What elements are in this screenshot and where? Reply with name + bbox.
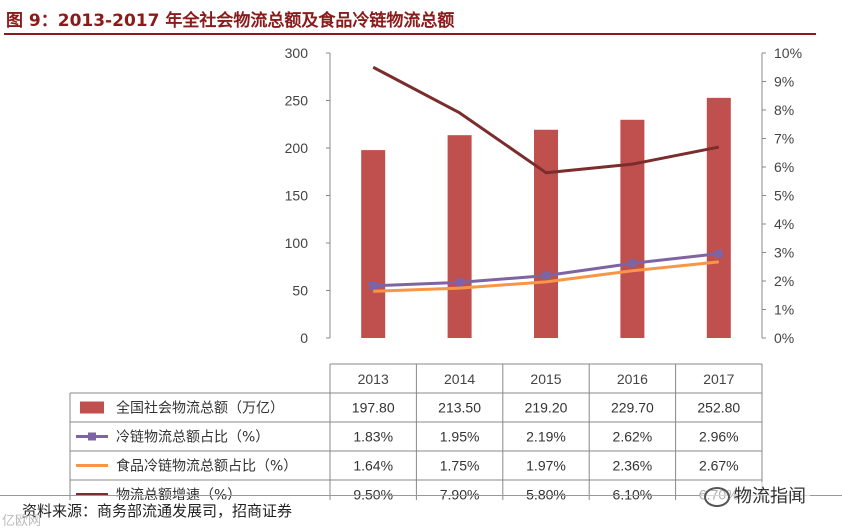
right-axis-tick-label: 2% bbox=[774, 273, 794, 289]
data-label: 213.50 bbox=[438, 400, 481, 416]
legend-key-marker bbox=[88, 432, 96, 441]
data-label: 1.97% bbox=[526, 458, 566, 474]
bar bbox=[361, 150, 386, 338]
watermark-right: 物流指闻 bbox=[700, 482, 810, 508]
right-axis-tick-label: 7% bbox=[774, 131, 794, 147]
line-marker bbox=[714, 249, 723, 258]
data-label: 1.83% bbox=[353, 429, 393, 445]
data-label: 219.20 bbox=[525, 400, 568, 416]
right-axis-tick-label: 4% bbox=[774, 216, 794, 232]
data-label: 9.50% bbox=[353, 487, 393, 501]
category-label: 2015 bbox=[530, 371, 561, 387]
data-label: 252.80 bbox=[697, 400, 740, 416]
right-axis-tick-label: 5% bbox=[774, 188, 794, 204]
right-axis-tick-label: 8% bbox=[774, 102, 794, 118]
data-label: 1.64% bbox=[353, 458, 393, 474]
legend-key bbox=[80, 401, 104, 414]
wechat-icon bbox=[704, 487, 730, 507]
left-axis-tick-label: 150 bbox=[285, 188, 309, 204]
left-axis-tick-label: 100 bbox=[285, 235, 309, 251]
bar bbox=[447, 135, 472, 338]
legend-label: 冷链物流总额占比（%） bbox=[116, 430, 269, 446]
chart-title: 图 9：2013-2017 年全社会物流总额及食品冷链物流总额 bbox=[6, 11, 455, 31]
category-label: 2017 bbox=[703, 371, 734, 387]
legend-label: 食品冷链物流总额占比（%） bbox=[116, 458, 297, 475]
line-marker bbox=[542, 271, 550, 280]
bar bbox=[534, 129, 558, 338]
category-label: 2016 bbox=[617, 371, 648, 387]
right-axis-tick-label: 0% bbox=[774, 330, 794, 346]
right-axis-tick-label: 10% bbox=[774, 45, 802, 61]
data-label: 6.10% bbox=[613, 487, 653, 501]
legend-label: 物流总额增速（%） bbox=[116, 488, 241, 501]
left-axis-tick-label: 50 bbox=[292, 283, 308, 299]
chart: 0 50 100 150 200 250 300 0% 1% 2% 3% 4% 5% 6% 7% 8% 9% 10… bbox=[69, 45, 802, 501]
data-label: 2.67% bbox=[699, 458, 739, 474]
data-label: 197.80 bbox=[352, 400, 395, 416]
title-divider bbox=[4, 33, 816, 35]
watermark-right-text: 物流指闻 bbox=[734, 486, 806, 507]
data-label: 1.95% bbox=[440, 429, 480, 445]
line-marker bbox=[628, 259, 637, 268]
data-label: 5.80% bbox=[526, 487, 566, 501]
source-note: 资料来源：商务部流通发展司，招商证券 bbox=[22, 502, 293, 520]
data-label: 2.36% bbox=[613, 458, 653, 474]
data-label: 1.75% bbox=[440, 458, 480, 474]
left-axis-tick-label: 250 bbox=[285, 93, 309, 109]
data-label: 2.62% bbox=[613, 429, 653, 445]
series-line bbox=[373, 260, 719, 293]
left-axis-tick-label: 300 bbox=[285, 45, 309, 61]
data-label: 229.70 bbox=[611, 400, 654, 416]
line-marker bbox=[455, 278, 464, 287]
footer-divider bbox=[0, 495, 842, 496]
right-axis-tick-label: 3% bbox=[774, 245, 794, 261]
left-axis-tick-label: 0 bbox=[300, 330, 308, 346]
bar bbox=[706, 97, 731, 338]
right-axis-tick-label: 1% bbox=[774, 302, 794, 318]
category-label: 2013 bbox=[358, 371, 389, 387]
category-label: 2014 bbox=[444, 371, 475, 387]
right-axis-tick-label: 9% bbox=[774, 74, 794, 90]
data-label: 7.90% bbox=[440, 487, 480, 501]
series-line bbox=[372, 65, 720, 175]
legend-label: 全国社会物流总额（万亿） bbox=[116, 400, 284, 417]
data-label: 2.96% bbox=[699, 429, 739, 445]
left-axis-tick-label: 200 bbox=[285, 140, 309, 156]
right-axis-tick-label: 6% bbox=[774, 159, 794, 175]
bar bbox=[620, 119, 645, 338]
data-label: 2.19% bbox=[526, 429, 566, 445]
watermark-left: 亿欧网 bbox=[2, 514, 42, 529]
line-marker bbox=[369, 281, 378, 290]
